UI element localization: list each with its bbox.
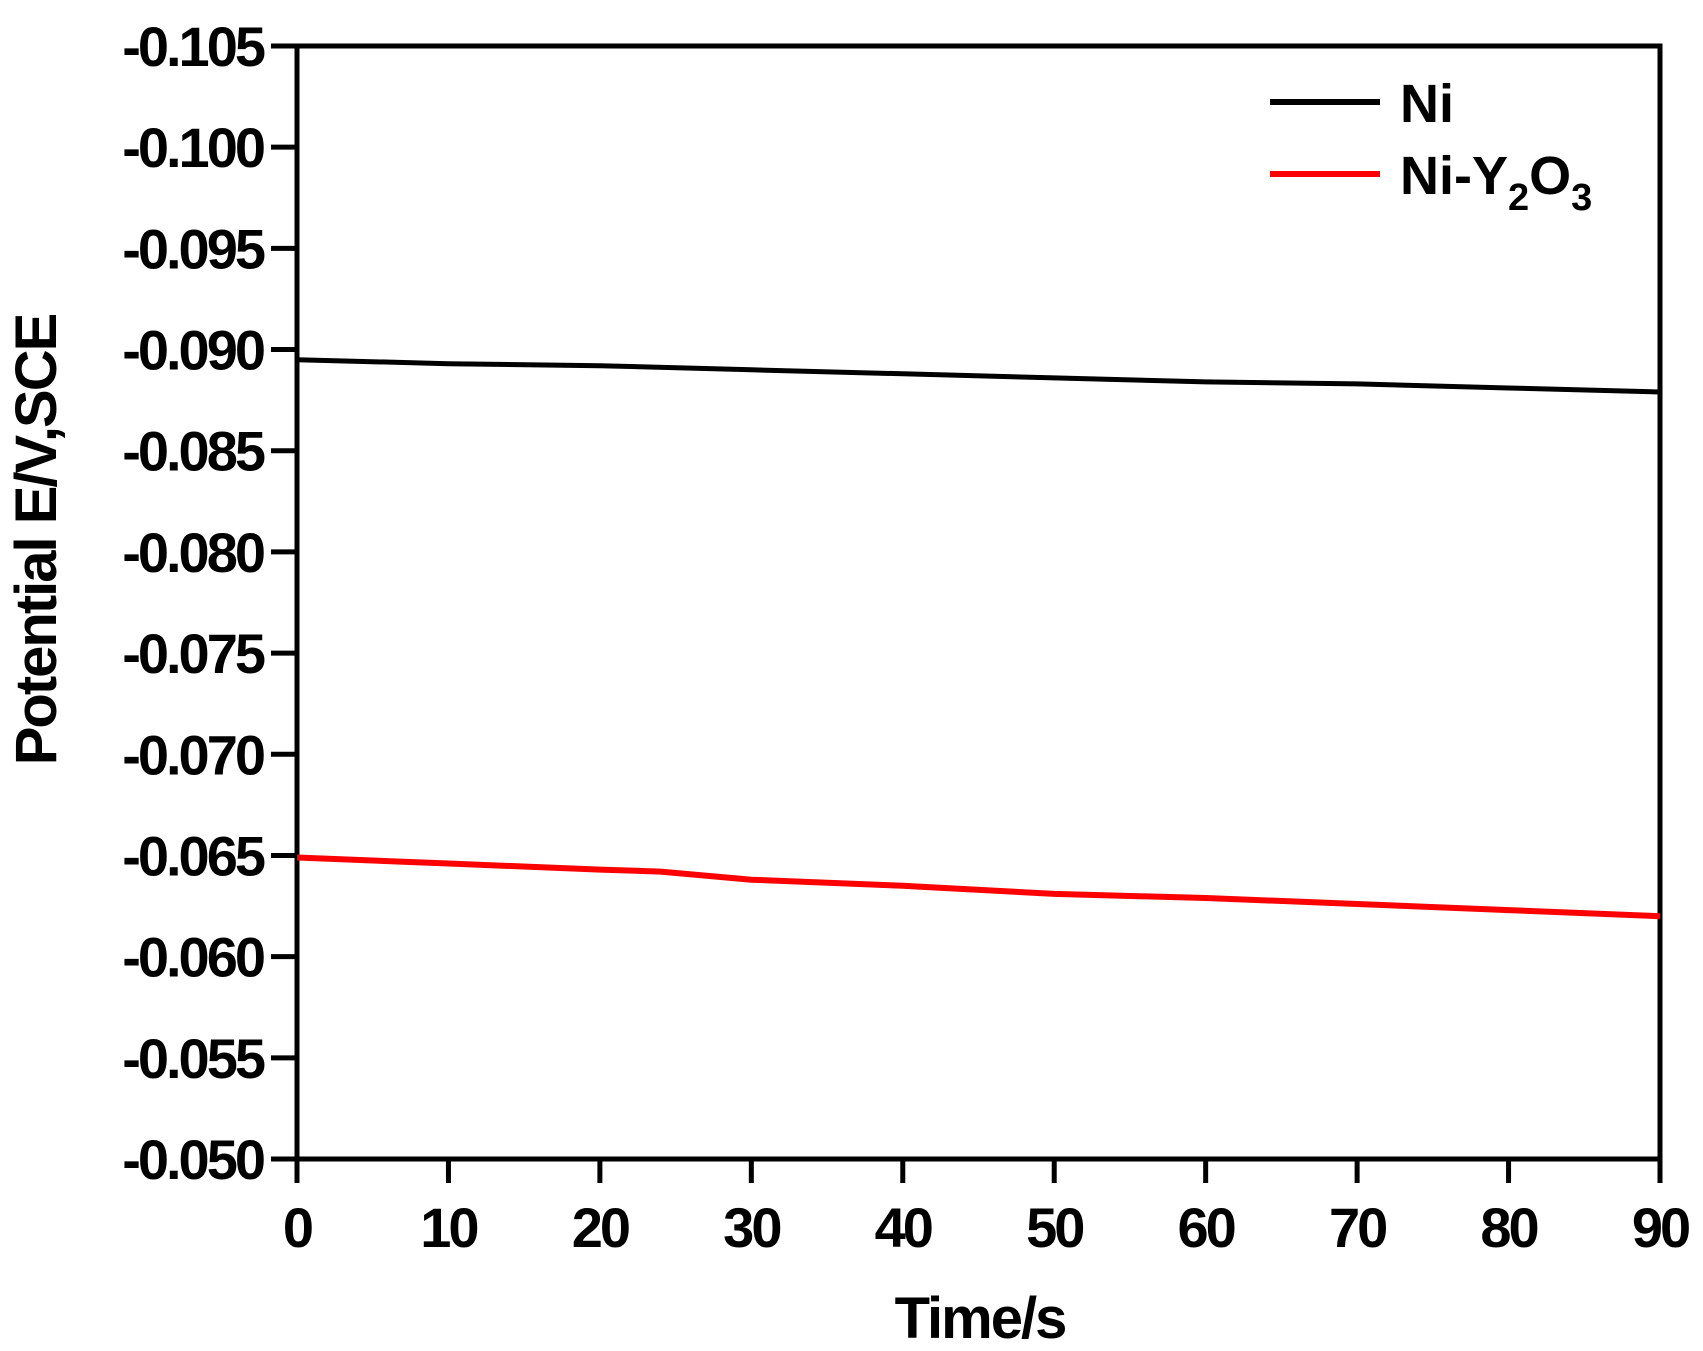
y-tick-label: -0.085: [122, 420, 265, 483]
y-tick-label: -0.060: [122, 926, 264, 989]
y-axis: -0.105 -0.100 -0.095 -0.090 -0.085 -0.080 -0.0…: [122, 15, 297, 1191]
x-tick-label: 50: [1026, 1196, 1083, 1259]
x-axis: 0 10 20 30 40 50 60 70 80 90: [283, 1159, 1692, 1259]
y-tick-label: -0.070: [122, 723, 264, 786]
x-tick-label: 90: [1632, 1196, 1689, 1259]
y-tick-label: -0.105: [122, 15, 265, 78]
y-tick-label: -0.050: [122, 1128, 264, 1191]
x-tick-label: 40: [875, 1196, 932, 1259]
x-tick-label: 10: [420, 1196, 477, 1259]
series-layer: [296, 357, 1661, 920]
x-axis-title: Time/s: [895, 1286, 1066, 1351]
plot-frame: [294, 43, 1663, 1162]
legend-label-ni-y2o3: Ni-Y2O3: [1400, 146, 1592, 219]
y-tick-label: -0.095: [122, 217, 265, 280]
y-tick-label: -0.065: [122, 824, 265, 887]
legend-item-ni-y2o3: Ni-Y2O3: [1270, 146, 1592, 219]
legend-label-ni: Ni: [1400, 74, 1454, 134]
legend: Ni Ni-Y2O3: [1270, 74, 1592, 219]
x-tick-label: 30: [723, 1196, 780, 1259]
y-tick-label: -0.090: [122, 319, 264, 382]
series-line-ni-y2o3: [296, 854, 1661, 920]
y-tick-label: -0.080: [122, 521, 264, 584]
x-tick-label: 80: [1480, 1196, 1537, 1259]
y-tick-label: -0.055: [122, 1027, 265, 1090]
legend-item-ni: Ni: [1270, 74, 1454, 134]
y-tick-label: -0.075: [122, 622, 265, 685]
x-tick-label: 20: [572, 1196, 629, 1259]
x-tick-label: 0: [283, 1196, 312, 1259]
x-tick-label: 70: [1329, 1196, 1386, 1259]
y-axis-title: Potential E/V,SCE: [4, 314, 69, 765]
series-line-ni: [296, 357, 1661, 395]
x-tick-label: 60: [1178, 1196, 1235, 1259]
y-tick-label: -0.100: [122, 116, 264, 179]
